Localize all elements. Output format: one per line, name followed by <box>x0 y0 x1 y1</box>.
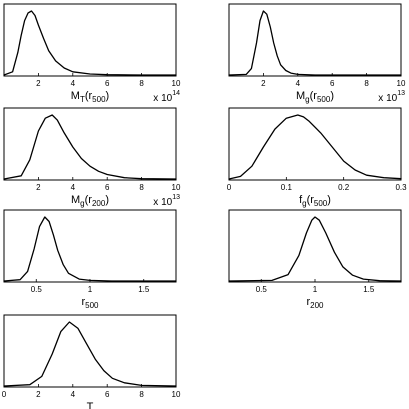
x-tick-label: 8 <box>139 79 144 88</box>
x-tick-label: 4 <box>71 390 76 399</box>
x-tick-label: 1 <box>88 285 93 294</box>
plot-frame <box>228 107 402 181</box>
plot-frame <box>3 314 177 388</box>
x-label-end: ) <box>330 90 334 102</box>
x-label-end: ) <box>105 194 109 206</box>
x-tick-label: 8 <box>139 390 144 399</box>
x-tick-label: 6 <box>105 183 110 192</box>
x-tick-label: 2 <box>36 79 41 88</box>
density-curve <box>228 114 402 180</box>
x-tick-label: 8 <box>364 79 369 88</box>
x-label-sub1: g <box>80 199 84 208</box>
density-curve <box>228 216 402 282</box>
x-tick-label: 1.5 <box>363 285 375 294</box>
multiplier-exponent: 13 <box>172 194 180 201</box>
multiplier-base: x 10 <box>153 93 172 104</box>
x-tick-label: 1.5 <box>138 285 150 294</box>
x-label-main: r <box>306 296 310 308</box>
x-tick-label: 0.3 <box>395 183 407 192</box>
panel-6: 0.5 1 1.5 r200 <box>228 209 402 310</box>
x-axis-label: T <box>87 401 94 409</box>
x-label-main: r <box>81 296 85 308</box>
x-label-mid: (r <box>310 90 318 102</box>
x-label-mid: (r <box>307 194 315 206</box>
x-tick-label: 6 <box>330 79 335 88</box>
x-tick-label: 0.1 <box>281 183 293 192</box>
x-tick-label: 1 <box>313 285 318 294</box>
plot-frame <box>3 107 177 181</box>
x-tick-label: 10 <box>397 79 406 88</box>
axis-multiplier: x 1014 <box>153 90 180 104</box>
x-label-sub1: g <box>305 95 309 104</box>
x-tick-label: 6 <box>105 390 110 399</box>
panel-4: 0 0.1 0.2 0.3 fg(r500) <box>227 107 407 208</box>
plot-frame <box>228 209 402 283</box>
x-label-sub2: 200 <box>310 301 324 310</box>
panel-7: 0 2 4 6 8 10 T <box>2 314 181 409</box>
plot-frame <box>3 209 177 283</box>
x-tick-label: 0.5 <box>31 285 43 294</box>
panel-5: 0.5 1 1.5 r500 <box>3 209 177 310</box>
multiplier-exponent: 13 <box>397 90 405 97</box>
density-curve <box>3 216 177 282</box>
density-curve <box>3 321 177 387</box>
x-label-sub1: g <box>302 199 306 208</box>
x-tick-label: 2 <box>261 79 266 88</box>
plot-frame <box>3 3 177 77</box>
x-tick-label: 4 <box>71 183 76 192</box>
x-label-main: M <box>296 90 305 102</box>
density-curve <box>3 114 177 180</box>
x-tick-label: 10 <box>172 183 181 192</box>
panel-2: 2 4 6 8 10 Mg(r500) x 1013 <box>228 3 406 104</box>
axis-multiplier: x 1013 <box>153 194 180 208</box>
x-tick-label: 0 <box>2 390 7 399</box>
x-axis-label: MT(r500) <box>71 90 109 104</box>
panel-1: 2 4 6 8 10 MT(r500) x 1014 <box>3 3 181 104</box>
x-label-sub2: 500 <box>314 199 328 208</box>
x-label-end: ) <box>327 194 331 206</box>
density-curve <box>3 10 177 76</box>
x-label-sub1: T <box>80 95 85 104</box>
x-tick-label: 8 <box>139 183 144 192</box>
x-label-sub2: 500 <box>92 95 106 104</box>
plot-frame <box>228 3 402 77</box>
x-label-mid: (r <box>85 90 93 102</box>
multiplier-base: x 10 <box>153 197 172 208</box>
x-axis-label: r500 <box>81 296 99 310</box>
multiplier-exponent: 14 <box>172 90 180 97</box>
x-tick-label: 2 <box>36 390 41 399</box>
x-tick-label: 4 <box>296 79 301 88</box>
x-axis-label: Mg(r200) <box>71 194 109 208</box>
density-curve <box>228 10 402 76</box>
x-tick-label: 0.2 <box>338 183 350 192</box>
x-axis-label: r200 <box>306 296 324 310</box>
x-tick-label: 10 <box>172 79 181 88</box>
x-label-main: f <box>299 194 303 206</box>
x-tick-label: 10 <box>172 390 181 399</box>
x-label-end: ) <box>106 90 110 102</box>
axis-multiplier: x 1013 <box>378 90 405 104</box>
x-tick-label: 0.5 <box>256 285 268 294</box>
x-tick-label: 6 <box>105 79 110 88</box>
x-label-sub2: 200 <box>92 199 106 208</box>
multiplier-base: x 10 <box>378 93 397 104</box>
x-axis-label: fg(r500) <box>299 194 331 208</box>
x-label-mid: (r <box>85 194 93 206</box>
x-label-sub2: 500 <box>85 301 99 310</box>
x-label-main: M <box>71 90 80 102</box>
x-tick-label: 0 <box>227 183 232 192</box>
x-axis-label: Mg(r500) <box>296 90 334 104</box>
x-label-main: T <box>87 401 94 409</box>
x-tick-label: 2 <box>36 183 41 192</box>
x-label-main: M <box>71 194 80 206</box>
x-tick-label: 4 <box>71 79 76 88</box>
panel-3: 2 4 6 8 10 Mg(r200) x 1013 <box>3 107 181 208</box>
x-label-sub2: 500 <box>317 95 331 104</box>
